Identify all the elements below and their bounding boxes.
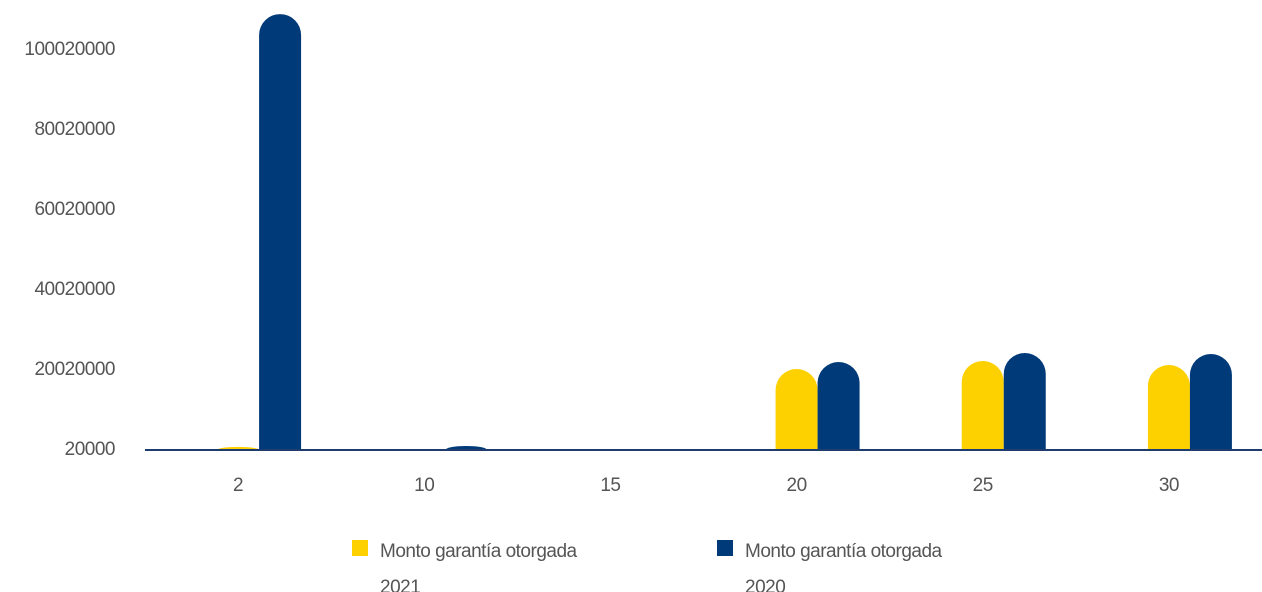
x-tick-label: 15 xyxy=(600,475,620,496)
legend-item: Monto garantía otorgada 2021 xyxy=(352,534,602,592)
legend-label: Monto garantía otorgada 2020 xyxy=(745,541,942,592)
legend-item: Monto garantía otorgada 2020 xyxy=(717,534,967,592)
y-tick-label: 80020000 xyxy=(34,119,115,140)
bar xyxy=(1147,365,1190,450)
x-tick-label: 20 xyxy=(787,475,807,496)
x-tick-label: 2 xyxy=(233,475,243,496)
bar xyxy=(961,361,1004,450)
bar xyxy=(1189,354,1232,450)
y-tick-label: 60020000 xyxy=(34,199,115,220)
x-tick-label: 10 xyxy=(414,475,434,496)
bar xyxy=(775,369,818,450)
bar xyxy=(1003,353,1046,450)
x-tick-label: 25 xyxy=(973,475,993,496)
y-tick-label: 40020000 xyxy=(34,279,115,300)
y-tick-label: 20000 xyxy=(65,439,115,460)
x-tick-label: 30 xyxy=(1159,475,1179,496)
bar xyxy=(817,362,860,450)
bar xyxy=(259,14,302,450)
y-tick-label: 20020000 xyxy=(34,359,115,380)
y-tick-label: 100020000 xyxy=(24,39,115,60)
legend-swatch xyxy=(717,540,733,556)
legend-swatch xyxy=(352,540,368,556)
legend-label: Monto garantía otorgada 2021 xyxy=(380,541,577,592)
